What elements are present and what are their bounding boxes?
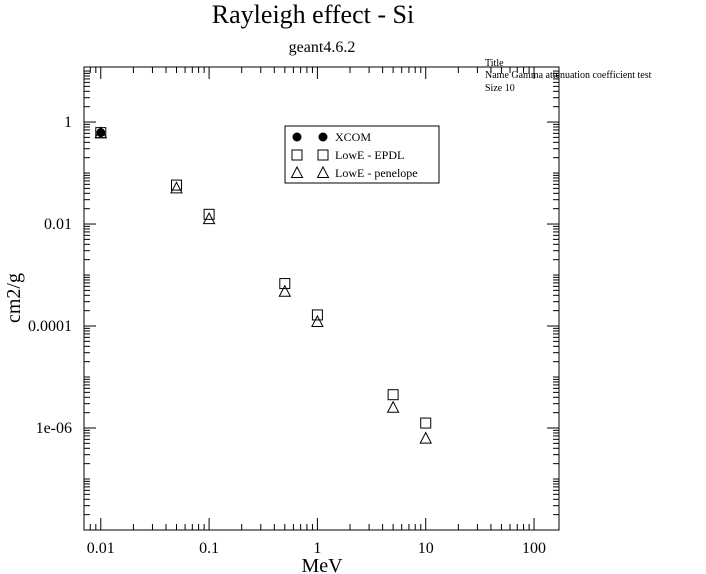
data-point-series-2 xyxy=(278,284,292,297)
legend-marker xyxy=(316,165,330,178)
data-point-series-1 xyxy=(170,179,182,191)
plot-area xyxy=(94,126,433,444)
data-point-series-2 xyxy=(386,400,400,413)
data-point-series-1 xyxy=(203,208,215,220)
annotation-line: Size 10 xyxy=(485,83,515,94)
data-point-series-0 xyxy=(96,128,106,138)
chart-subtitle: geant4.6.2 xyxy=(289,39,356,56)
plot-frame xyxy=(83,66,560,531)
legend-marker xyxy=(318,132,328,142)
x-tick-label: 0.1 xyxy=(199,540,219,557)
chart-title: Rayleigh effect - Si xyxy=(212,0,414,29)
legend-markers xyxy=(290,132,330,178)
x-tick-label: 100 xyxy=(522,540,546,557)
legend-marker xyxy=(290,165,304,178)
y-tick-label: 1e-06 xyxy=(36,420,72,437)
legend-label-penelope: LowE - penelope xyxy=(335,166,418,180)
data-point-series-2 xyxy=(311,314,324,327)
legend-label-xcom: XCOM xyxy=(335,130,371,144)
x-tick-label: 1 xyxy=(313,540,321,557)
x-tick-label: 10 xyxy=(418,540,434,557)
data-point-series-1 xyxy=(387,389,399,401)
annotation-line: Title xyxy=(485,58,504,69)
x-axis: 0.01 0.1 1 10 100 xyxy=(83,67,546,557)
data-point-series-1 xyxy=(279,278,291,290)
data-point-series-2 xyxy=(202,212,216,225)
data-point-series-2 xyxy=(170,181,183,194)
legend-box xyxy=(284,125,440,184)
x-tick-label: 0.01 xyxy=(87,540,115,557)
y-tick-label: 0.0001 xyxy=(28,318,72,335)
legend-marker xyxy=(317,149,329,161)
annotation-box: Title Name Gamma attenuation coefficient… xyxy=(485,58,652,94)
x-axis-label: MeV xyxy=(301,555,343,574)
data-point-series-1 xyxy=(420,417,432,429)
y-tick-label: 0.01 xyxy=(44,216,72,233)
data-point-series-2 xyxy=(419,431,433,444)
y-tick-label: 1 xyxy=(64,114,72,131)
annotation-line: Name Gamma attenuation coefficient test xyxy=(485,70,652,81)
legend-marker xyxy=(292,132,302,142)
legend-marker xyxy=(291,149,303,161)
legend-label-epdl: LowE - EPDL xyxy=(335,148,404,162)
legend: XCOM LowE - EPDL LowE - penelope xyxy=(284,125,440,184)
data-point-series-1 xyxy=(311,309,323,321)
y-axis: 1e-06 0.0001 0.01 1 xyxy=(28,70,559,531)
y-axis-label: cm2/g xyxy=(3,273,25,323)
data-point-series-2 xyxy=(94,126,108,139)
